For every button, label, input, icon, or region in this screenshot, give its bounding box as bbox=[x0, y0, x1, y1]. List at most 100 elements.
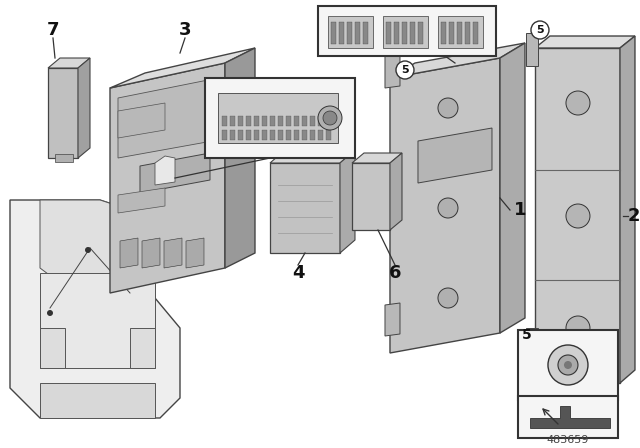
Polygon shape bbox=[40, 273, 155, 368]
Bar bbox=[205, 78, 355, 158]
Polygon shape bbox=[40, 383, 155, 418]
Bar bbox=[222, 130, 227, 140]
Polygon shape bbox=[620, 36, 635, 383]
Bar bbox=[347, 22, 352, 44]
Bar bbox=[394, 22, 399, 44]
Bar bbox=[262, 116, 267, 126]
Circle shape bbox=[564, 361, 572, 369]
Polygon shape bbox=[48, 68, 78, 158]
Bar bbox=[331, 22, 336, 44]
Text: 5: 5 bbox=[401, 65, 409, 75]
Bar bbox=[402, 22, 407, 44]
Bar bbox=[246, 116, 251, 126]
Polygon shape bbox=[390, 153, 402, 230]
Polygon shape bbox=[78, 58, 90, 158]
Bar bbox=[326, 130, 331, 140]
Text: 6: 6 bbox=[388, 264, 401, 282]
Polygon shape bbox=[140, 153, 210, 193]
Circle shape bbox=[438, 288, 458, 308]
Bar bbox=[383, 16, 428, 48]
Polygon shape bbox=[530, 406, 610, 428]
Bar bbox=[254, 116, 259, 126]
Circle shape bbox=[566, 204, 590, 228]
Circle shape bbox=[531, 21, 549, 39]
Circle shape bbox=[438, 98, 458, 118]
Polygon shape bbox=[110, 63, 225, 293]
Polygon shape bbox=[352, 163, 390, 230]
Bar bbox=[518, 330, 618, 400]
Bar bbox=[465, 22, 470, 44]
Polygon shape bbox=[164, 238, 182, 268]
Circle shape bbox=[548, 345, 588, 385]
Polygon shape bbox=[118, 103, 165, 138]
Bar bbox=[294, 116, 299, 126]
Bar bbox=[262, 130, 267, 140]
Polygon shape bbox=[340, 150, 355, 253]
Circle shape bbox=[318, 106, 342, 130]
Polygon shape bbox=[390, 43, 525, 78]
Bar bbox=[222, 116, 227, 126]
Polygon shape bbox=[390, 58, 500, 353]
Text: 1: 1 bbox=[514, 201, 526, 219]
Bar bbox=[286, 130, 291, 140]
Bar bbox=[318, 116, 323, 126]
Bar bbox=[230, 116, 235, 126]
Polygon shape bbox=[535, 36, 635, 48]
Text: 2: 2 bbox=[628, 207, 640, 225]
Polygon shape bbox=[48, 58, 90, 68]
Bar bbox=[254, 130, 259, 140]
Circle shape bbox=[85, 247, 91, 253]
Bar bbox=[246, 130, 251, 140]
Bar bbox=[55, 154, 73, 162]
Bar bbox=[278, 130, 283, 140]
Polygon shape bbox=[186, 238, 204, 268]
Bar bbox=[518, 396, 618, 438]
Polygon shape bbox=[118, 78, 218, 158]
Bar bbox=[473, 22, 478, 44]
Bar bbox=[294, 130, 299, 140]
Bar bbox=[355, 22, 360, 44]
Bar bbox=[278, 116, 283, 126]
Polygon shape bbox=[270, 150, 355, 163]
Bar bbox=[238, 130, 243, 140]
Polygon shape bbox=[385, 53, 400, 88]
Bar bbox=[363, 22, 368, 44]
Text: 5: 5 bbox=[536, 25, 544, 35]
Bar bbox=[230, 130, 235, 140]
Polygon shape bbox=[526, 33, 538, 66]
Polygon shape bbox=[270, 163, 340, 253]
Bar bbox=[286, 116, 291, 126]
Text: 7: 7 bbox=[47, 21, 60, 39]
Text: 5: 5 bbox=[522, 328, 532, 342]
Text: 4: 4 bbox=[292, 264, 304, 282]
Polygon shape bbox=[118, 188, 165, 213]
Bar bbox=[457, 22, 462, 44]
Bar bbox=[449, 22, 454, 44]
Bar bbox=[339, 22, 344, 44]
Bar bbox=[302, 130, 307, 140]
Circle shape bbox=[323, 111, 337, 125]
Polygon shape bbox=[142, 238, 160, 268]
Bar bbox=[310, 116, 315, 126]
Bar bbox=[318, 130, 323, 140]
Polygon shape bbox=[535, 48, 620, 383]
Circle shape bbox=[47, 310, 53, 316]
Bar bbox=[410, 22, 415, 44]
Bar bbox=[326, 116, 331, 126]
Circle shape bbox=[566, 316, 590, 340]
Polygon shape bbox=[225, 48, 255, 268]
Circle shape bbox=[438, 198, 458, 218]
Polygon shape bbox=[130, 328, 155, 368]
Polygon shape bbox=[40, 328, 65, 368]
Polygon shape bbox=[500, 43, 525, 333]
Circle shape bbox=[396, 61, 414, 79]
Bar bbox=[310, 130, 315, 140]
Text: 3: 3 bbox=[179, 21, 191, 39]
Bar bbox=[438, 16, 483, 48]
Polygon shape bbox=[352, 153, 402, 163]
Text: 483659: 483659 bbox=[547, 435, 589, 445]
Bar bbox=[218, 93, 338, 143]
Bar bbox=[302, 116, 307, 126]
Polygon shape bbox=[385, 303, 400, 336]
Circle shape bbox=[558, 355, 578, 375]
